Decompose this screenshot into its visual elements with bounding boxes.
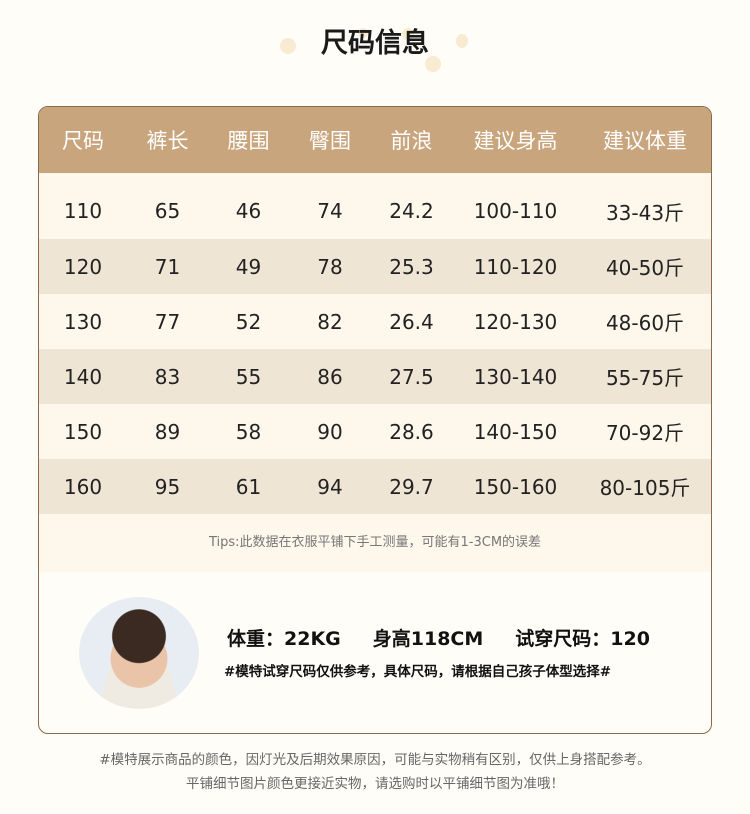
table-cell: 55 (235, 364, 262, 389)
table-cell: 80-105斤 (599, 476, 691, 500)
footer-disclaimer: #模特展示商品的颜色，因灯光及后期效果原因，可能与实物稍有区别，仅供上身搭配参考… (0, 748, 750, 796)
model-note: #模特试穿尺码仅供参考，具体尺码，请根据自己孩子体型选择# (224, 664, 612, 680)
header-cell: 尺码 (62, 129, 104, 153)
header-cell: 裤长 (146, 129, 189, 153)
model-info: 体重：22KG 身高118CM 试穿尺码：120 #模特试穿尺码仅供参考，具体尺… (39, 572, 711, 733)
table-cell: 78 (317, 254, 343, 279)
header-cell: 建议体重 (603, 129, 687, 153)
table-cell: 110-120 (473, 254, 558, 279)
decor-dot (358, 28, 368, 38)
table-cell: 71 (154, 254, 181, 279)
footer-line-2: 平铺细节图片颜色更接近实物，请选购时以平铺细节图为准哦！ (186, 776, 564, 792)
table-row: 150 89 58 90 28.6 140-150 70-92斤 (39, 404, 711, 459)
page-title: 尺码信息 (321, 28, 429, 59)
table-cell: 140-150 (473, 419, 558, 444)
tips-text: Tips:此数据在衣服平铺下手工测量，可能有1-3CM的误差 (39, 514, 711, 572)
table-cell: 89 (154, 419, 181, 444)
table-cell: 83 (154, 364, 181, 389)
table-cell: 46 (235, 199, 262, 223)
table-cell: 94 (317, 474, 343, 499)
table-cell: 28.6 (389, 419, 434, 444)
table-cell: 26.4 (389, 309, 434, 334)
table-cell: 49 (235, 254, 262, 279)
table-cell: 29.7 (389, 474, 434, 499)
table-cell: 65 (154, 199, 181, 223)
header-cell: 前浪 (390, 129, 433, 153)
table-cell: 130-140 (473, 364, 558, 389)
table-cell: 70-92斤 (605, 421, 685, 445)
table-cell: 95 (154, 474, 181, 499)
table-cell: 160 (63, 474, 103, 499)
title-area: 尺码信息 (0, 20, 750, 72)
model-height: 身高118CM (372, 628, 484, 650)
decor-dot (425, 56, 441, 72)
model-weight: 体重：22KG (227, 628, 341, 650)
table-cell: 52 (235, 309, 262, 334)
table-cell: 58 (235, 419, 262, 444)
table-cell: 25.3 (389, 254, 434, 279)
table-cell: 100-110 (473, 199, 558, 223)
header-cell: 腰围 (227, 129, 270, 153)
table-row: 130 77 52 82 26.4 120-130 48-60斤 (39, 294, 711, 349)
table-row: 140 83 55 86 27.5 130-140 55-75斤 (39, 349, 711, 404)
decor-dot (456, 34, 468, 48)
table-cell: 120-130 (473, 309, 558, 334)
table-cell: 110 (63, 199, 103, 223)
table-cell: 61 (235, 474, 262, 499)
table-cell: 24.2 (389, 199, 434, 223)
table-cell: 55-75斤 (605, 366, 685, 390)
table-cell: 150 (63, 419, 103, 444)
size-table-card: 尺码 裤长 腰围 臀围 前浪 建议身高 建议体重 110 65 46 74 24.2 10… (38, 106, 712, 734)
table-cell: 77 (154, 309, 181, 334)
footer-line-1: #模特展示商品的颜色，因灯光及后期效果原因，可能与实物稍有区别，仅供上身搭配参考… (99, 752, 651, 768)
table-row: 160 95 61 94 29.7 150-160 80-105斤 (39, 459, 711, 514)
table-cell: 48-60斤 (605, 311, 685, 335)
table-cell: 82 (317, 309, 343, 334)
table-cell: 120 (63, 254, 103, 279)
table-cell: 40-50斤 (605, 256, 685, 280)
table-cell: 33-43斤 (605, 200, 685, 225)
table-cell: 74 (317, 199, 343, 223)
table-cell: 130 (63, 309, 103, 334)
model-size: 试穿尺码：120 (515, 628, 650, 650)
header-cell: 建议身高 (473, 129, 558, 153)
table-row: 110 65 46 74 24.2 100-110 33-43斤 (39, 173, 711, 239)
table-cell: 140 (63, 364, 103, 389)
decor-dot (280, 38, 296, 54)
table-cell: 150-160 (473, 474, 558, 499)
decor-dot (402, 28, 414, 40)
table-cell: 27.5 (389, 364, 434, 389)
header-cell: 臀围 (309, 129, 351, 153)
table-cell: 90 (317, 419, 343, 444)
model-avatar (79, 597, 199, 709)
table-cell: 86 (317, 364, 343, 389)
table-header: 尺码 裤长 腰围 臀围 前浪 建议身高 建议体重 (39, 107, 711, 173)
table-row: 120 71 49 78 25.3 110-120 40-50斤 (39, 239, 711, 294)
